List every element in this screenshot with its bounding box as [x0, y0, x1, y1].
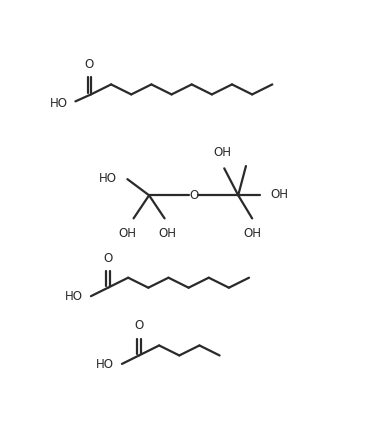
Text: OH: OH	[118, 227, 137, 240]
Text: HO: HO	[65, 290, 83, 303]
Text: HO: HO	[50, 97, 68, 110]
Text: OH: OH	[271, 188, 289, 201]
Text: OH: OH	[214, 146, 232, 159]
Text: HO: HO	[99, 172, 117, 185]
Text: O: O	[189, 189, 198, 202]
Text: OH: OH	[158, 227, 176, 240]
Text: O: O	[134, 319, 144, 332]
Text: O: O	[103, 252, 113, 265]
Text: HO: HO	[96, 358, 114, 371]
Text: O: O	[85, 58, 94, 71]
Text: OH: OH	[243, 227, 261, 240]
